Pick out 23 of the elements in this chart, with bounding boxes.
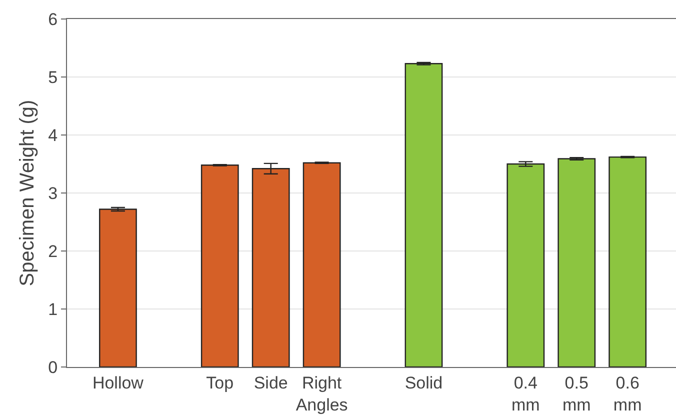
x-tick-label: Hollow bbox=[92, 373, 144, 392]
x-tick-label: Top bbox=[206, 373, 234, 392]
y-tick-label: 6 bbox=[48, 10, 58, 29]
y-tick-label: 0 bbox=[48, 358, 58, 377]
bar bbox=[200, 164, 239, 367]
bar bbox=[302, 162, 341, 367]
y-axis-title: Specimen Weight (g) bbox=[16, 100, 39, 286]
x-tick-label: Side bbox=[254, 373, 288, 392]
y-tick-label: 2 bbox=[48, 242, 58, 261]
y-tick-label: 5 bbox=[48, 68, 58, 87]
x-tick-label: 0.5 mm bbox=[562, 373, 591, 414]
bar bbox=[506, 163, 545, 367]
x-tick-label: Solid bbox=[404, 373, 443, 392]
bar bbox=[404, 63, 443, 367]
x-tick-label: 0.4 mm bbox=[511, 373, 540, 414]
y-tick-label: 1 bbox=[48, 300, 58, 319]
x-tick-label: 0.6 mm bbox=[613, 373, 642, 414]
bar bbox=[608, 156, 647, 367]
y-tick-label: 4 bbox=[48, 126, 58, 145]
y-tick-label: 3 bbox=[48, 184, 58, 203]
x-tick-label: Right Angles bbox=[296, 373, 348, 414]
bar bbox=[558, 158, 596, 367]
bar bbox=[99, 208, 137, 367]
